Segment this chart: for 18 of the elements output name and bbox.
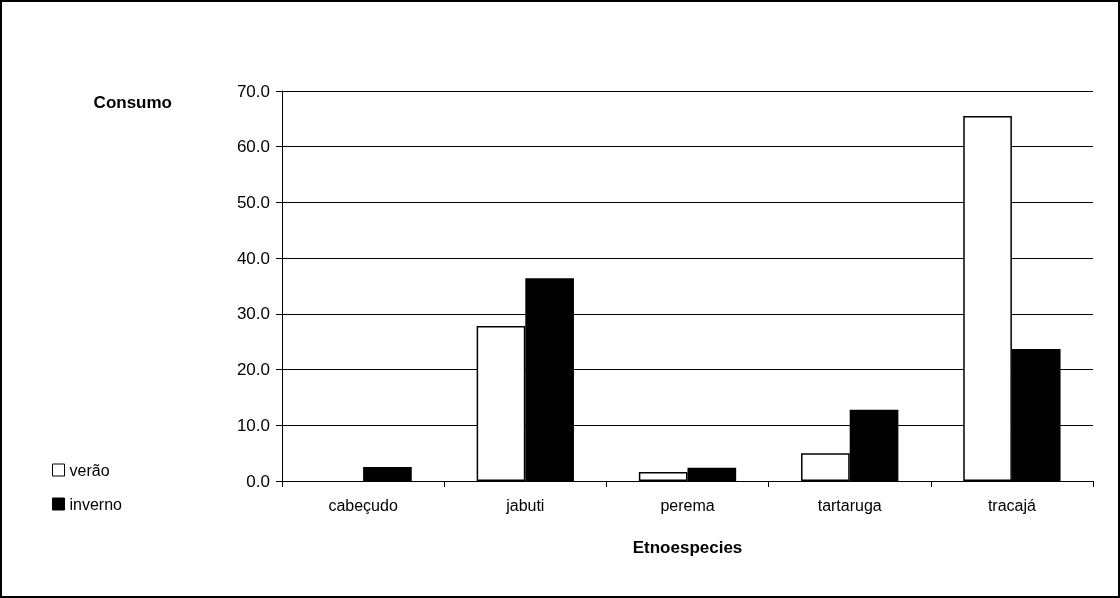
legend-label: verão <box>69 461 110 479</box>
y-tick-label: 0.0 <box>246 471 270 491</box>
y-tick-label: 30.0 <box>236 304 270 324</box>
y-tick-label: 10.0 <box>236 415 270 435</box>
y-tick-label: 50.0 <box>236 192 270 212</box>
y-tick-label: 60.0 <box>236 137 270 157</box>
y-axis-title: Consumo <box>93 93 172 112</box>
x-tick-label: perema <box>660 496 715 514</box>
x-axis-title: Etnoespecies <box>632 538 743 557</box>
x-tick-label: tartaruga <box>817 496 882 514</box>
x-tick-label: tracajá <box>987 496 1037 514</box>
bar <box>363 467 412 481</box>
y-tick-label: 40.0 <box>236 248 270 268</box>
legend-label: inverno <box>69 495 123 513</box>
y-tick-label: 70.0 <box>236 81 270 101</box>
x-tick-label: jabuti <box>505 496 545 514</box>
y-tick-label: 20.0 <box>236 360 270 380</box>
x-tick-label: cabeçudo <box>328 496 398 514</box>
